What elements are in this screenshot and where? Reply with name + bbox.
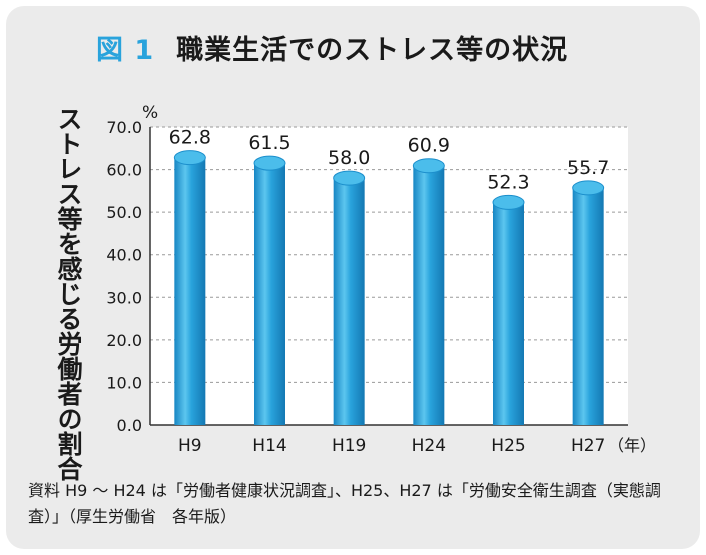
source-note: 資料 H9 ～ H24 は「労働者健康状況調査」、H25、H27 は「労働安全衛…	[28, 481, 661, 526]
bar	[174, 157, 206, 425]
bar-top-cap	[173, 150, 206, 166]
y-tick-label: 60.0	[106, 161, 142, 180]
data-label: 62.8	[169, 127, 211, 149]
bar-top-cap	[492, 194, 525, 210]
y-tick-label: 30.0	[106, 288, 142, 307]
figure-title: 図 1 職業生活でのストレス等の状況	[96, 28, 568, 67]
x-tick-label: H24	[412, 436, 446, 456]
figure-number: 図 1	[96, 35, 155, 66]
y-axis-label: ストレス等を感じる労働者の割合	[54, 106, 83, 481]
x-tick-label: H25	[491, 436, 525, 456]
x-tick-label: H27	[571, 436, 605, 456]
y-tick-label: 10.0	[106, 373, 142, 392]
data-label: 52.3	[487, 171, 529, 193]
plot-area	[150, 127, 628, 425]
figure-title-text: 職業生活でのストレス等の状況	[176, 35, 569, 66]
bar	[572, 187, 604, 425]
bar	[254, 163, 285, 425]
x-tick-label: H9	[178, 436, 202, 456]
data-label: 55.7	[567, 157, 609, 179]
bar	[413, 165, 445, 426]
x-tick-label: H14	[252, 436, 286, 456]
bar-top-cap	[333, 170, 366, 186]
data-label: 58.0	[328, 147, 370, 169]
bar-top-cap	[412, 158, 445, 174]
data-label: 60.9	[408, 135, 450, 157]
y-tick-label: 20.0	[106, 331, 142, 350]
bar	[333, 178, 365, 425]
x-tick-label: H19	[332, 436, 366, 456]
bar-top-cap	[253, 155, 286, 171]
bar	[493, 202, 524, 425]
bar-top-cap	[572, 180, 605, 196]
y-tick-label: 40.0	[106, 246, 142, 265]
y-unit-label: %	[142, 103, 158, 123]
data-label: 61.5	[248, 132, 290, 154]
y-tick-label: 0.0	[117, 416, 142, 435]
y-tick-label: 70.0	[106, 118, 142, 137]
y-tick-label: 50.0	[106, 203, 142, 222]
x-unit-label: （年）	[608, 436, 656, 455]
